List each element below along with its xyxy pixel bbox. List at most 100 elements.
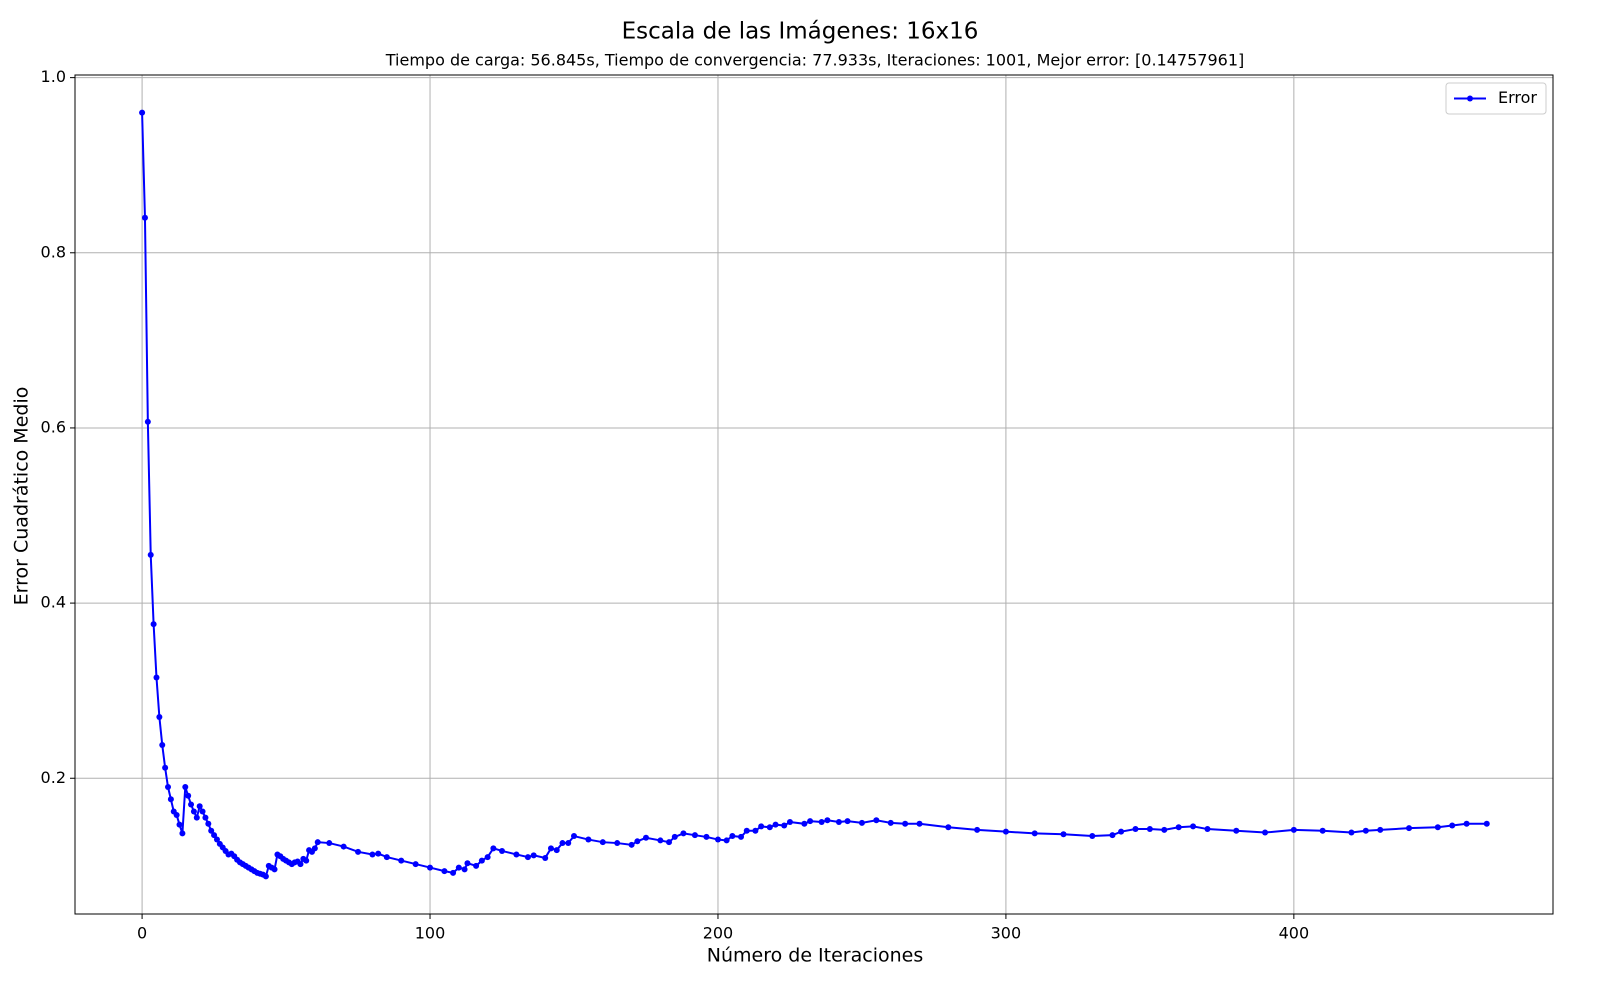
y-tick-label: 0.8 [41, 242, 66, 261]
data-point [167, 796, 174, 803]
data-point [144, 418, 151, 425]
plot-frame [74, 74, 1554, 915]
data-point [1089, 833, 1096, 840]
data-point [173, 812, 180, 819]
data-point [412, 861, 419, 868]
y-tick-label: 0.6 [41, 417, 66, 436]
data-point [1319, 827, 1326, 834]
data-point [902, 820, 909, 827]
data-point [671, 833, 678, 840]
data-point [703, 833, 710, 840]
data-point [490, 845, 497, 852]
data-point [974, 826, 981, 833]
data-point [211, 832, 218, 839]
data-point [559, 840, 566, 847]
data-point [1262, 829, 1269, 836]
data-point [185, 792, 192, 799]
data-point [513, 851, 520, 858]
data-point [141, 214, 148, 221]
data-point [478, 857, 485, 864]
data-point [271, 866, 278, 873]
data-point [455, 864, 462, 871]
data-point [202, 814, 209, 821]
data-point [193, 814, 200, 821]
data-point [1146, 826, 1153, 833]
data-point [205, 820, 212, 827]
data-point [772, 821, 779, 828]
data-point [1031, 830, 1038, 837]
y-tick-label: 0.4 [41, 593, 66, 612]
data-point [441, 868, 448, 875]
data-point [375, 850, 382, 857]
data-point [634, 838, 641, 845]
data-point [758, 823, 765, 830]
data-point [383, 854, 390, 861]
x-tick-label: 400 [1279, 924, 1310, 943]
data-point [139, 109, 146, 116]
data-point [714, 836, 721, 843]
data-point [1483, 820, 1490, 827]
data-point [835, 819, 842, 826]
data-point [199, 808, 206, 815]
data-point [945, 824, 952, 831]
data-point [887, 819, 894, 826]
data-point [657, 837, 664, 844]
data-point [738, 833, 745, 840]
data-point [196, 803, 203, 810]
data-point [1362, 827, 1369, 834]
data-point [1161, 826, 1168, 833]
data-point [1406, 825, 1413, 832]
chart-subtitle: Tiempo de carga: 56.845s, Tiempo de conv… [385, 51, 1244, 70]
data-point [484, 854, 491, 861]
data-point [297, 861, 304, 868]
data-point [1377, 826, 1384, 833]
data-point [1002, 828, 1009, 835]
data-point [165, 784, 172, 791]
data-point [1434, 824, 1441, 831]
data-point [729, 833, 736, 840]
legend-marker [1467, 95, 1473, 102]
data-point [147, 551, 154, 558]
y-axis-label: Error Cuadrático Medio [11, 387, 33, 606]
data-point [1175, 824, 1182, 831]
data-point [311, 845, 318, 852]
data-point [628, 841, 635, 848]
data-point [213, 836, 220, 843]
data-point [553, 847, 560, 854]
y-tick-label: 0.2 [41, 768, 66, 787]
data-point [369, 851, 376, 858]
data-point [873, 817, 880, 824]
data-point [461, 866, 468, 873]
data-point [340, 843, 347, 850]
data-point [599, 839, 606, 846]
data-point [182, 784, 189, 791]
data-point [542, 854, 549, 861]
data-point [614, 840, 621, 847]
data-point [156, 713, 163, 720]
data-point [326, 840, 333, 847]
data-point [547, 845, 554, 852]
data-point [585, 836, 592, 843]
data-point [530, 852, 537, 859]
data-point [1290, 826, 1297, 833]
data-point [786, 819, 793, 826]
data-point [427, 864, 434, 871]
data-point [680, 830, 687, 837]
data-point [1109, 832, 1116, 839]
data-point [571, 833, 578, 840]
data-point [642, 834, 649, 841]
data-point [1060, 831, 1067, 838]
data-point [766, 824, 773, 831]
data-point [398, 857, 405, 864]
data-point [844, 818, 851, 825]
data-point [916, 820, 923, 827]
x-tick-label: 200 [703, 924, 734, 943]
legend-box [1445, 82, 1547, 115]
data-point [190, 808, 197, 815]
data-point [473, 862, 480, 869]
data-point [188, 801, 195, 808]
data-point [1132, 826, 1139, 833]
data-point [1449, 822, 1456, 829]
y-tick-label: 1.0 [41, 67, 66, 86]
data-point [807, 818, 814, 825]
